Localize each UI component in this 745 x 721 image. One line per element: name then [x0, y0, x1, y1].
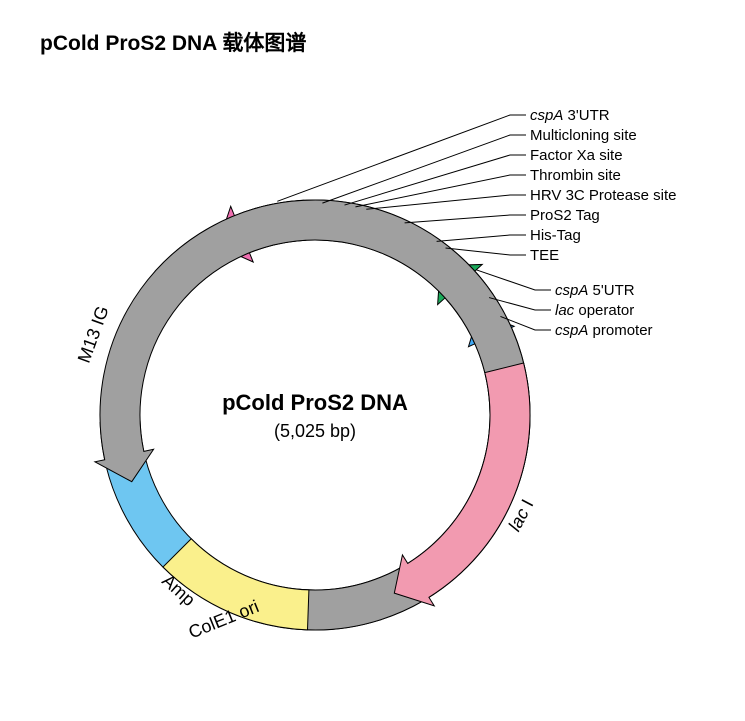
callout-HRV_3C: HRV 3C Protease site: [530, 187, 676, 204]
leader-His_Tag: [437, 235, 526, 241]
plasmid-name: pCold ProS2 DNA: [222, 390, 408, 415]
leader-cspA_3utr: [277, 115, 526, 201]
leader-ProS2_Tag: [405, 215, 526, 223]
arc-label-M13_IG: M13 IG: [74, 303, 113, 365]
diagram-title: pCold ProS2 DNA 载体图谱: [40, 31, 306, 55]
plasmid-map: pCold ProS2 DNA 载体图谱 M13 IGAmpColE1 oril…: [20, 20, 725, 701]
callout-TEE: TEE: [530, 247, 559, 264]
leader-HRV_3C: [366, 195, 526, 209]
callout-FactorXa: Factor Xa site: [530, 147, 623, 164]
callout-MCS: Multicloning site: [530, 127, 637, 144]
callout-lac_operator: lac operator: [555, 302, 634, 319]
callout-cspA_promoter: cspA promoter: [555, 322, 653, 339]
callout-cspA_3utr: cspA 3'UTR: [530, 107, 610, 124]
callout-His_Tag: His-Tag: [530, 227, 581, 244]
plasmid-size: (5,025 bp): [274, 421, 356, 441]
callout-Thrombin: Thrombin site: [530, 167, 621, 184]
callout-ProS2_Tag: ProS2 Tag: [530, 207, 600, 224]
callout-cspA_5utr: cspA 5'UTR: [555, 282, 635, 299]
feature-lacI: [394, 363, 530, 606]
